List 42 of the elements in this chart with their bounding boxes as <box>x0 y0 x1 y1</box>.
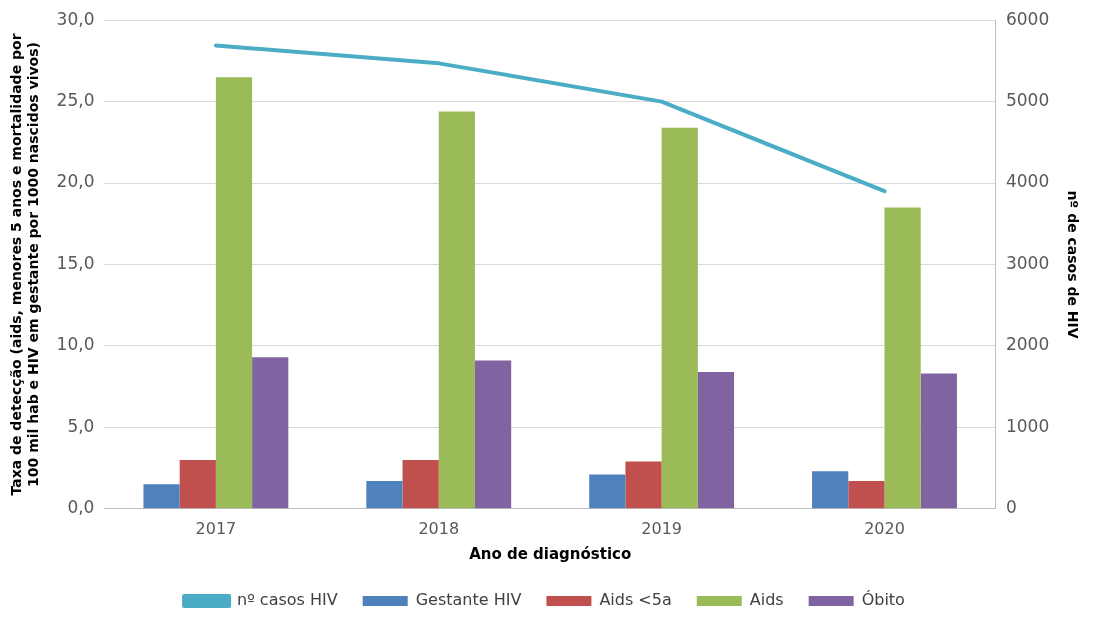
bar <box>697 371 735 509</box>
bar <box>402 459 439 509</box>
x-tick-label: 2019 <box>641 518 682 538</box>
legend-label: Óbito <box>861 590 905 610</box>
legend-label: Gestante HIV <box>415 590 522 610</box>
y2-tick-label: 5000 <box>1005 90 1050 111</box>
legend-label: nº casos HIV <box>237 590 338 610</box>
x-tick-label: 2018 <box>418 518 460 538</box>
y2-tick-label: 0 <box>1005 497 1017 518</box>
y2-tick-label: 4000 <box>1005 171 1050 192</box>
bar <box>474 360 512 509</box>
bar <box>438 111 475 509</box>
legend-label: Aids <5a <box>599 590 672 610</box>
bar <box>589 474 626 509</box>
bar <box>884 207 921 509</box>
bar <box>848 481 885 509</box>
bar <box>812 471 849 509</box>
y-axis-title: Taxa de detecção (aids, menores 5 anos e mortalidade por 100 mil hab e HIV em gestante por 1000 nascidos vivos) <box>8 33 41 496</box>
y-tick-label: 10,0 <box>56 334 95 355</box>
bar <box>215 77 253 509</box>
y-tick-label: 0,0 <box>67 497 95 518</box>
y-tick-label: 25,0 <box>56 90 95 111</box>
x-tick-label: 2017 <box>195 518 237 538</box>
x-axis-title: Ano de diagnóstico <box>469 544 632 563</box>
x-tick-label: 2020 <box>864 518 905 538</box>
y2-tick-label: 3000 <box>1005 252 1050 273</box>
bar <box>920 373 957 509</box>
y2-axis-title: nº de casos de HIV <box>1064 190 1081 339</box>
legend-label: Aids <box>749 590 784 610</box>
y2-tick-label: 1000 <box>1005 415 1050 436</box>
y-tick-label: 15,0 <box>56 252 95 273</box>
bar <box>179 459 216 509</box>
bar <box>366 481 403 509</box>
y-tick-label: 5,0 <box>67 415 95 436</box>
y-tick-label: 30,0 <box>56 8 95 29</box>
y2-tick-label: 6000 <box>1005 8 1050 29</box>
bar <box>252 357 289 509</box>
y2-tick-label: 2000 <box>1005 334 1050 355</box>
y-tick-label: 20,0 <box>56 171 95 192</box>
bar <box>143 484 180 509</box>
bar <box>661 127 698 509</box>
bar <box>625 461 662 509</box>
